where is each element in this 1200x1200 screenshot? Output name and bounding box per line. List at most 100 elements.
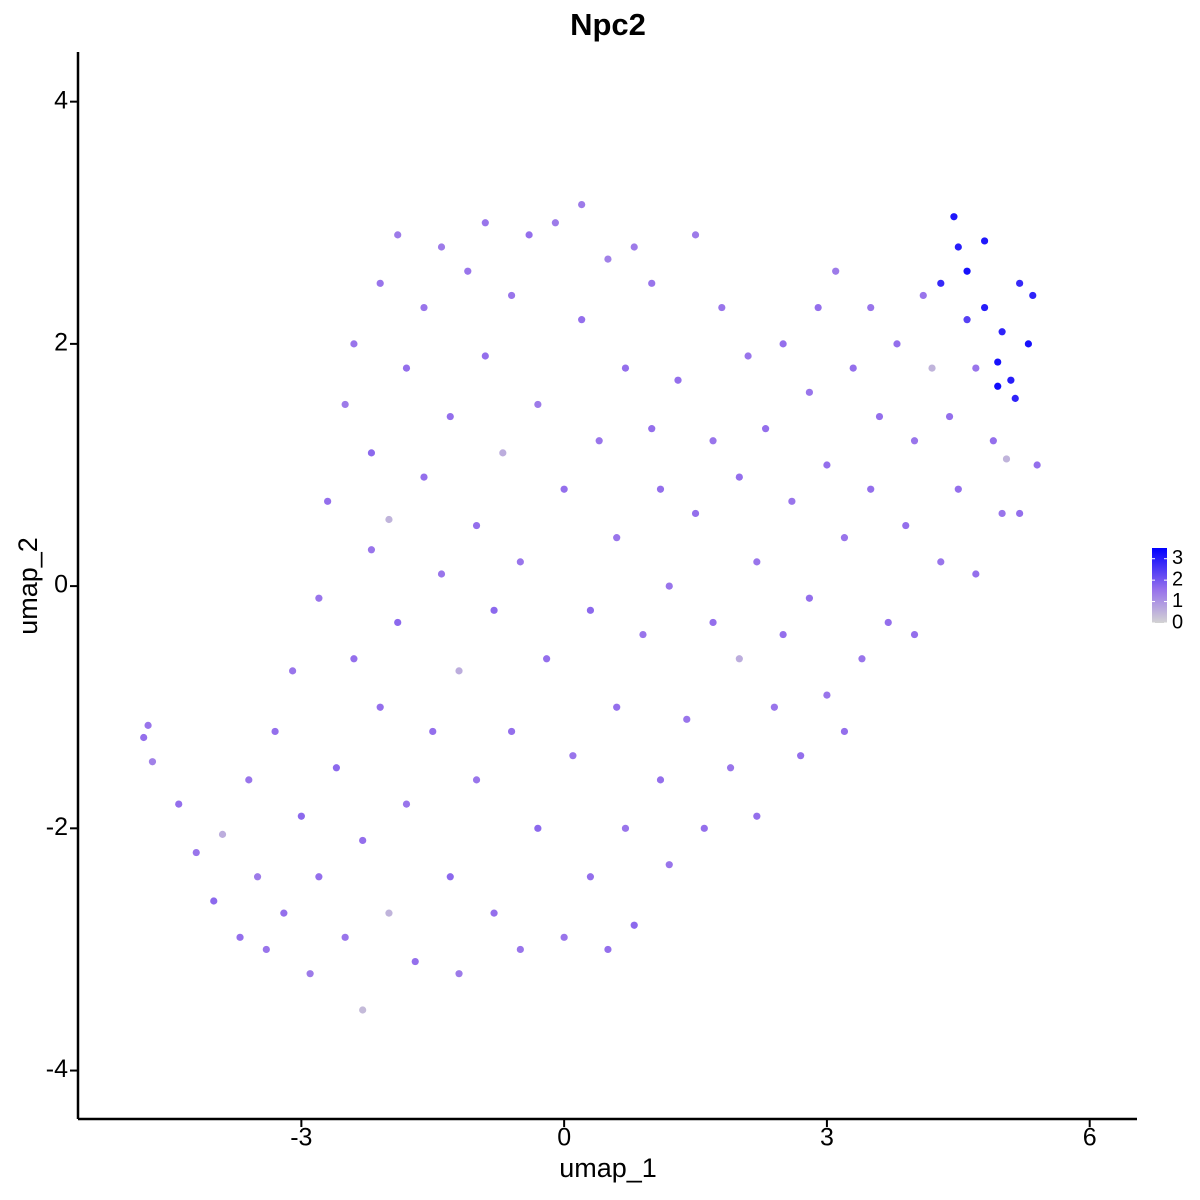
point [674, 376, 682, 384]
point [525, 231, 533, 239]
point [341, 400, 349, 409]
point [621, 364, 630, 372]
point [376, 703, 384, 711]
point [945, 412, 954, 421]
point [1011, 394, 1019, 402]
colorbar-label: 1 [1172, 590, 1183, 612]
point [271, 727, 279, 736]
point [858, 655, 866, 663]
point [1002, 455, 1011, 463]
point [586, 873, 595, 881]
point [376, 279, 384, 287]
point [709, 618, 717, 627]
point [324, 497, 332, 505]
point [770, 703, 778, 711]
point [411, 957, 419, 966]
point [980, 237, 989, 245]
point [464, 267, 472, 275]
point [446, 412, 454, 421]
point [490, 909, 498, 917]
point [840, 727, 849, 736]
point [551, 219, 559, 227]
point [665, 582, 673, 590]
point [709, 437, 717, 445]
point [394, 231, 402, 239]
point [744, 352, 752, 360]
point [700, 824, 708, 832]
point [950, 213, 958, 221]
point [867, 485, 875, 493]
point [937, 558, 945, 566]
point [735, 473, 743, 481]
point [954, 243, 962, 251]
point [797, 752, 805, 760]
point [963, 316, 971, 324]
point [621, 824, 630, 832]
point [963, 267, 971, 275]
point [1033, 461, 1041, 469]
point [402, 800, 411, 808]
point [613, 703, 621, 711]
point [788, 497, 796, 505]
y-tick-label: 0 [54, 571, 68, 599]
point [402, 364, 411, 372]
point [367, 546, 376, 554]
point [560, 485, 568, 493]
point [367, 449, 376, 457]
y-tick-label: -4 [46, 1055, 68, 1083]
point [691, 231, 700, 239]
point [902, 521, 910, 530]
point [910, 630, 919, 639]
point [954, 485, 962, 493]
point [840, 534, 849, 542]
point [359, 836, 367, 845]
colorbar-label: 3 [1172, 547, 1183, 569]
point [972, 364, 980, 372]
point [315, 873, 323, 881]
point [175, 800, 183, 808]
point [884, 618, 892, 627]
point [481, 352, 489, 360]
point [420, 303, 428, 312]
point [604, 945, 612, 954]
x-tick-label: 3 [820, 1124, 834, 1152]
point [350, 655, 358, 663]
point [1016, 279, 1024, 287]
point [665, 861, 673, 869]
point [604, 255, 612, 263]
point [875, 412, 884, 421]
point [218, 830, 227, 838]
point [639, 630, 647, 639]
point [998, 509, 1006, 518]
point [994, 358, 1002, 366]
colorbar [1152, 548, 1167, 623]
point [1007, 376, 1015, 384]
point [507, 727, 516, 736]
x-tick-label: 0 [557, 1124, 571, 1152]
point [849, 364, 857, 372]
point [148, 758, 157, 766]
point [656, 776, 665, 784]
point [236, 933, 244, 941]
colorbar-label: 0 [1172, 611, 1183, 633]
colorbar-label: 2 [1172, 568, 1183, 590]
point [578, 316, 586, 324]
point [1016, 509, 1024, 518]
point [385, 909, 393, 917]
point [805, 388, 814, 396]
point [420, 473, 428, 481]
point [437, 570, 446, 578]
point [280, 909, 288, 917]
point [192, 848, 200, 857]
point [394, 618, 402, 627]
point [140, 733, 148, 742]
y-tick-label: 4 [54, 86, 68, 114]
point [779, 630, 787, 639]
point [980, 303, 989, 312]
point [516, 558, 524, 566]
point [630, 243, 638, 251]
x-axis-label: umap_1 [559, 1153, 657, 1183]
point [560, 933, 568, 941]
point [341, 933, 349, 941]
